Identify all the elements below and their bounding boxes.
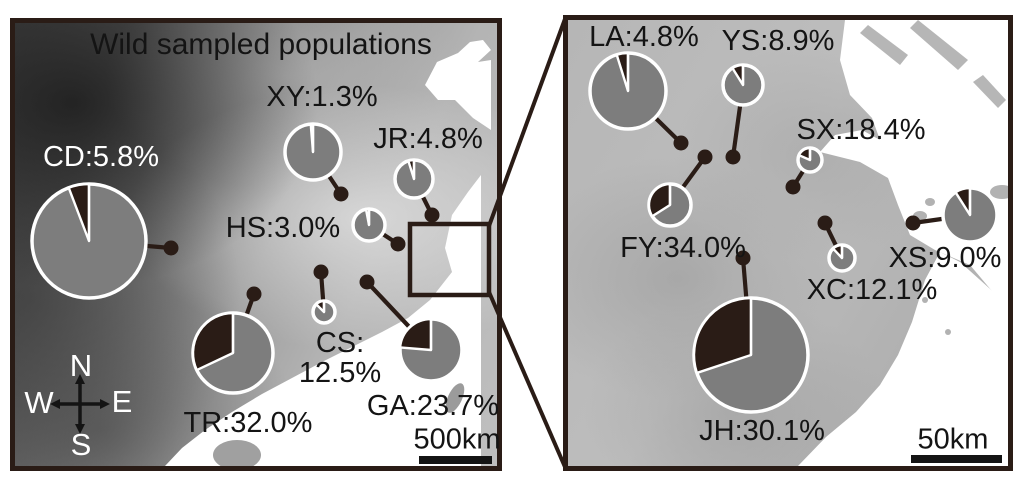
right-map-coastline [798,20,1008,466]
sea-southeast [165,175,481,466]
coastal-spit [910,20,968,70]
coastal-spit [973,75,1006,108]
left-map-coastline [165,40,491,466]
coastal-spit [860,25,908,65]
left-map-panel [10,18,502,471]
sea-bohai [425,40,491,130]
island [913,211,927,221]
islet [945,329,951,335]
island-taiwan [445,383,465,413]
islet [922,297,928,303]
sea-northeast [820,20,1008,310]
sea-southeast [798,252,1008,466]
right-map-panel [563,15,1013,471]
island-hainan [213,440,261,466]
island [925,198,935,206]
